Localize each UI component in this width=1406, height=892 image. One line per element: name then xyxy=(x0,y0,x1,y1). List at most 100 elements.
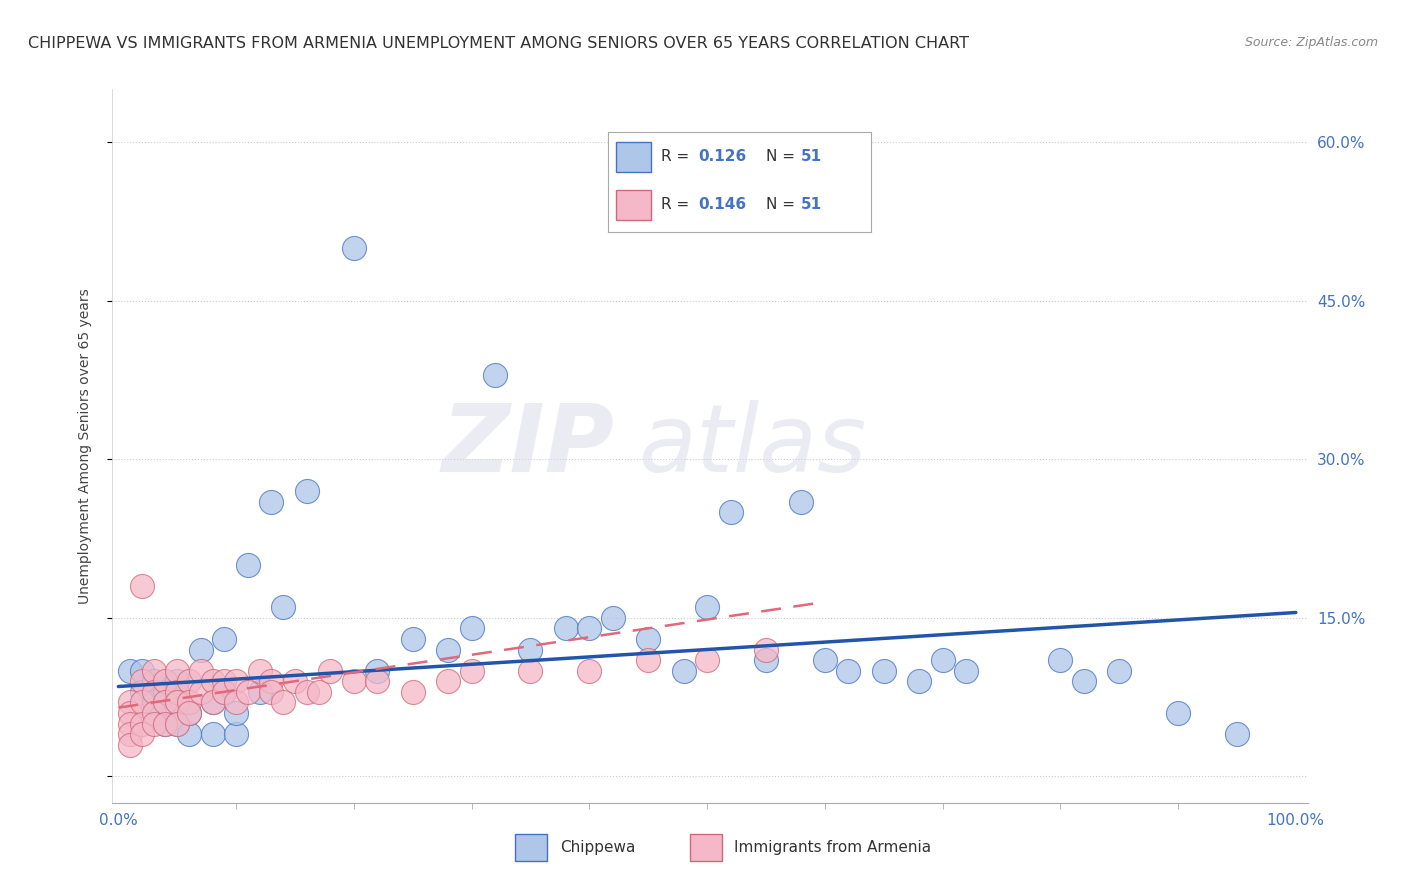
Point xyxy=(201,674,224,689)
Point xyxy=(260,685,283,699)
Point xyxy=(190,642,212,657)
Point xyxy=(177,706,200,720)
Point xyxy=(131,727,153,741)
Point xyxy=(720,505,742,519)
Point xyxy=(142,674,165,689)
Text: CHIPPEWA VS IMMIGRANTS FROM ARMENIA UNEMPLOYMENT AMONG SENIORS OVER 65 YEARS COR: CHIPPEWA VS IMMIGRANTS FROM ARMENIA UNEM… xyxy=(28,36,969,51)
Point xyxy=(214,685,236,699)
Point xyxy=(1167,706,1189,720)
Point xyxy=(177,674,200,689)
Point xyxy=(142,716,165,731)
Point xyxy=(1108,664,1130,678)
Point xyxy=(177,695,200,709)
Point xyxy=(131,579,153,593)
Point xyxy=(201,695,224,709)
Point xyxy=(225,706,247,720)
Point xyxy=(236,685,259,699)
Point xyxy=(578,621,600,635)
Point xyxy=(402,685,425,699)
Point xyxy=(131,695,153,709)
Text: Source: ZipAtlas.com: Source: ZipAtlas.com xyxy=(1244,36,1378,49)
Point xyxy=(295,483,318,498)
Point xyxy=(225,727,247,741)
Point xyxy=(460,621,482,635)
Point xyxy=(155,716,177,731)
Point xyxy=(908,674,931,689)
Point xyxy=(696,600,718,615)
Point xyxy=(755,653,778,667)
Point xyxy=(755,642,778,657)
Point xyxy=(955,664,977,678)
Point xyxy=(120,727,142,741)
Point xyxy=(319,664,342,678)
Point xyxy=(637,653,659,667)
Point xyxy=(120,706,142,720)
Point xyxy=(271,695,294,709)
Point xyxy=(131,674,153,689)
Point xyxy=(260,674,283,689)
Point xyxy=(402,632,425,646)
Point xyxy=(166,716,188,731)
Point xyxy=(190,664,212,678)
Point xyxy=(201,695,224,709)
Point xyxy=(931,653,953,667)
Point xyxy=(249,664,271,678)
Point xyxy=(578,664,600,678)
Point xyxy=(177,706,200,720)
Point xyxy=(131,685,153,699)
Point xyxy=(554,621,576,635)
Point xyxy=(214,632,236,646)
Point xyxy=(190,685,212,699)
Point xyxy=(1049,653,1071,667)
Point xyxy=(225,674,247,689)
Point xyxy=(166,695,188,709)
Point xyxy=(131,716,153,731)
Point xyxy=(696,653,718,667)
Point xyxy=(460,664,482,678)
Point xyxy=(437,674,460,689)
Point xyxy=(672,664,695,678)
Point xyxy=(1073,674,1095,689)
Point xyxy=(120,738,142,752)
Point xyxy=(155,695,177,709)
Point xyxy=(142,695,165,709)
Point xyxy=(177,727,200,741)
Point xyxy=(437,642,460,657)
Point xyxy=(1226,727,1249,741)
Point xyxy=(236,558,259,572)
Point xyxy=(166,695,188,709)
Point xyxy=(814,653,837,667)
Point xyxy=(214,685,236,699)
Point xyxy=(155,716,177,731)
Point xyxy=(519,664,541,678)
Point xyxy=(155,674,177,689)
Point xyxy=(166,664,188,678)
Point xyxy=(201,727,224,741)
Point xyxy=(166,674,188,689)
Point xyxy=(142,664,165,678)
Point xyxy=(142,706,165,720)
Y-axis label: Unemployment Among Seniors over 65 years: Unemployment Among Seniors over 65 years xyxy=(77,288,91,604)
Point xyxy=(271,600,294,615)
Point xyxy=(155,685,177,699)
Point xyxy=(131,664,153,678)
Text: ZIP: ZIP xyxy=(441,400,614,492)
Text: atlas: atlas xyxy=(638,401,866,491)
Point xyxy=(366,674,388,689)
Point xyxy=(873,664,896,678)
Point xyxy=(166,716,188,731)
Point xyxy=(260,494,283,508)
Point xyxy=(790,494,813,508)
Point xyxy=(249,685,271,699)
Point xyxy=(214,674,236,689)
Point xyxy=(637,632,659,646)
Point xyxy=(284,674,307,689)
Point xyxy=(120,716,142,731)
Point xyxy=(225,695,247,709)
Point xyxy=(120,695,142,709)
Point xyxy=(366,664,388,678)
Point xyxy=(166,685,188,699)
Point xyxy=(142,685,165,699)
Point xyxy=(602,611,624,625)
Point xyxy=(308,685,330,699)
